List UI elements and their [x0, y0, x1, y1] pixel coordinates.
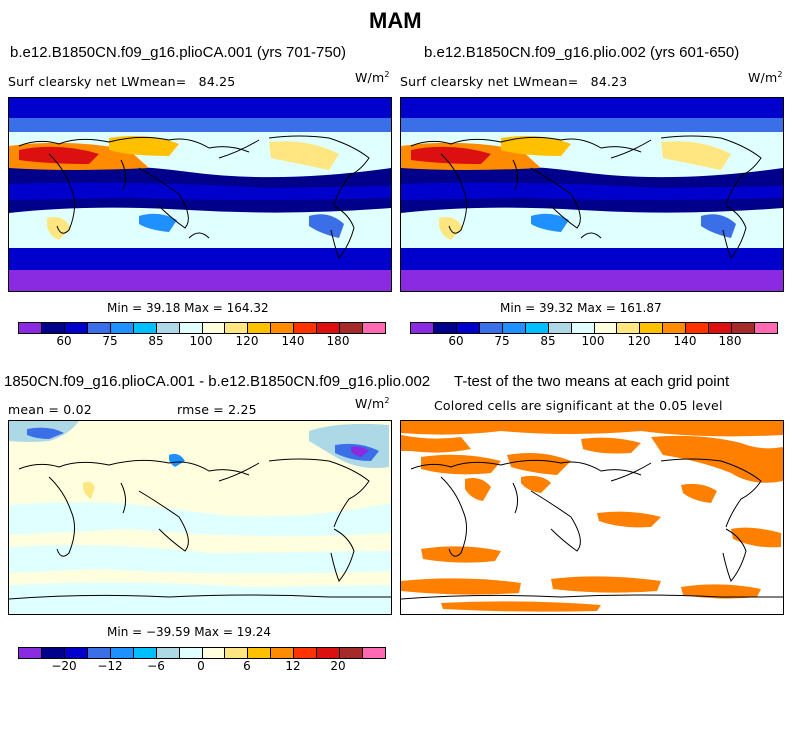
panel2-mean-value: 84.23: [590, 74, 628, 89]
cb3-tick: −6: [147, 659, 165, 673]
panel3-map: [8, 420, 392, 615]
cb3-swatch: [64, 648, 88, 658]
cb1-tick: 140: [281, 334, 305, 348]
panel2-map: [400, 97, 784, 292]
cb2-tick: 120: [627, 334, 651, 348]
cb1-swatch: [340, 323, 364, 333]
panel1-variable-label: Surf clearsky net LWmean= 84.25: [8, 74, 235, 89]
cb3-swatch: [202, 648, 226, 658]
cb3-swatch: [41, 648, 65, 658]
panel4-map: [400, 420, 784, 615]
cb2-swatch: [433, 323, 457, 333]
cb1-tick: 120: [235, 334, 259, 348]
cb1-swatch: [41, 323, 65, 333]
figure-title: MAM: [369, 8, 422, 33]
cb2-swatch: [755, 323, 777, 333]
cb3-tick: −12: [97, 659, 123, 673]
cb3-swatch: [248, 648, 272, 658]
panel2-minmax: Min = 39.32 Max = 161.87: [500, 301, 662, 315]
panel3-colorbar: [18, 647, 386, 659]
cb1-tick: 60: [56, 334, 72, 348]
cb1-swatch: [156, 323, 180, 333]
panel3-minmax: Min = −39.59 Max = 19.24: [107, 625, 272, 639]
cb2-swatch: [479, 323, 503, 333]
panel2-colorbar: [410, 322, 778, 334]
cb1-tick: 85: [148, 334, 164, 348]
panel3-rmse: rmse = 2.25: [177, 402, 257, 417]
cb1-swatch: [317, 323, 341, 333]
panel1-mean-value: 84.25: [198, 74, 236, 89]
cb2-swatch: [456, 323, 480, 333]
cb1-swatch: [248, 323, 272, 333]
cb2-swatch: [502, 323, 526, 333]
cb2-tick: 140: [673, 334, 697, 348]
cb2-tick: 85: [540, 334, 556, 348]
cb1-swatch: [110, 323, 134, 333]
panel1-map: [8, 97, 392, 292]
cb1-swatch: [87, 323, 111, 333]
cb1-swatch: [225, 323, 249, 333]
cb3-swatch: [225, 648, 249, 658]
panel3-units: W/m2: [355, 396, 390, 412]
panel1-mean-label: mean=: [139, 74, 187, 89]
cb2-tick: 75: [494, 334, 510, 348]
cb1-tick: 100: [189, 334, 213, 348]
cb1-swatch: [271, 323, 295, 333]
cb3-tick: 6: [243, 659, 251, 673]
cb3-swatch: [133, 648, 157, 658]
cb2-swatch: [617, 323, 641, 333]
cb2-tick: 180: [718, 334, 742, 348]
panel4-title: T-test of the two means at each grid poi…: [454, 373, 730, 390]
cb3-swatch: [19, 648, 42, 658]
panel1-colorbar: [18, 322, 386, 334]
cb3-swatch: [110, 648, 134, 658]
cb3-swatch: [87, 648, 111, 658]
panel3-title: 1850CN.f09_g16.plioCA.001 - b.e12.B1850C…: [4, 373, 431, 390]
cb2-swatch: [640, 323, 664, 333]
cb3-tick: −20: [51, 659, 77, 673]
panel2-variable-name: Surf clearsky net LW: [400, 74, 532, 89]
cb3-tick: 0: [197, 659, 205, 673]
cb3-tick: 12: [285, 659, 301, 673]
cb2-swatch: [709, 323, 733, 333]
cb1-swatch: [19, 323, 42, 333]
cb3-swatch: [317, 648, 341, 658]
panel2-mean-label: mean=: [531, 74, 579, 89]
cb1-tick: 75: [102, 334, 118, 348]
cb1-tick: 180: [326, 334, 350, 348]
cb2-swatch: [571, 323, 595, 333]
cb2-swatch: [663, 323, 687, 333]
cb3-swatch: [340, 648, 364, 658]
panel1-variable-name: Surf clearsky net LW: [8, 74, 140, 89]
cb1-swatch: [133, 323, 157, 333]
cb3-swatch: [363, 648, 385, 658]
cb1-swatch: [179, 323, 203, 333]
panel4-subtitle: Colored cells are significant at the 0.0…: [434, 398, 723, 413]
cb3-swatch: [179, 648, 203, 658]
panel1-units: W/m2: [355, 70, 390, 86]
cb2-swatch: [411, 323, 434, 333]
cb2-swatch: [686, 323, 710, 333]
cb2-swatch: [548, 323, 572, 333]
panel1-minmax: Min = 39.18 Max = 164.32: [107, 301, 269, 315]
cb2-swatch: [525, 323, 549, 333]
panel2-units: W/m2: [748, 70, 783, 86]
cb2-tick: 100: [581, 334, 605, 348]
cb3-swatch: [271, 648, 295, 658]
cb3-tick: 20: [330, 659, 346, 673]
cb3-swatch: [156, 648, 180, 658]
cb2-swatch: [732, 323, 756, 333]
cb1-swatch: [294, 323, 318, 333]
panel3-mean: mean = 0.02: [8, 402, 92, 417]
panel1-title: b.e12.B1850CN.f09_g16.plioCA.001 (yrs 70…: [10, 44, 347, 61]
cb3-swatch: [294, 648, 318, 658]
panel2-variable-label: Surf clearsky net LWmean= 84.23: [400, 74, 627, 89]
cb2-swatch: [594, 323, 618, 333]
cb1-swatch: [363, 323, 385, 333]
cb2-tick: 60: [448, 334, 464, 348]
panel2-title: b.e12.B1850CN.f09_g16.plio.002 (yrs 601-…: [424, 44, 740, 61]
cb1-swatch: [202, 323, 226, 333]
cb1-swatch: [64, 323, 88, 333]
